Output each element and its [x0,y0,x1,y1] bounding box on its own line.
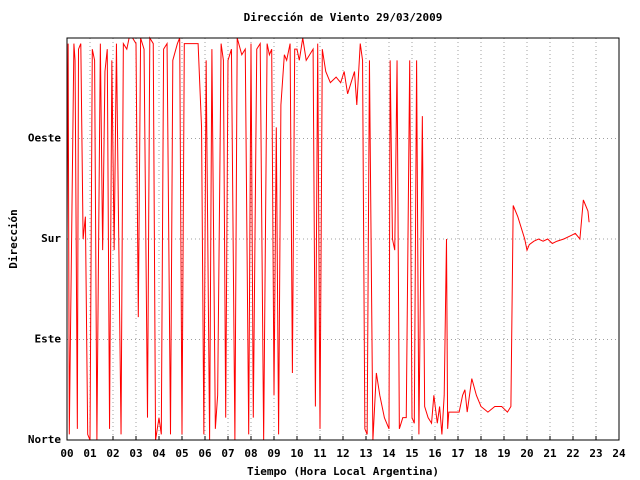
y-tick-label: Oeste [28,132,61,145]
x-tick-label: 23 [589,447,602,460]
x-tick-label: 17 [451,447,464,460]
y-tick-label: Este [35,333,62,346]
x-tick-label: 15 [405,447,418,460]
x-tick-label: 20 [520,447,533,460]
x-tick-label: 05 [175,447,188,460]
x-tick-label: 10 [290,447,303,460]
x-tick-label: 18 [474,447,487,460]
x-tick-label: 19 [497,447,510,460]
x-tick-label: 09 [267,447,280,460]
x-tick-label: 13 [359,447,372,460]
chart-title: Dirección de Viento 29/03/2009 [244,11,443,24]
x-tick-label: 06 [198,447,212,460]
x-tick-label: 16 [428,447,442,460]
x-tick-label: 07 [221,447,234,460]
x-tick-label: 02 [106,447,119,460]
x-tick-label: 12 [336,447,349,460]
plot-frame [66,37,620,441]
x-tick-label: 22 [566,447,579,460]
y-tick-label: Sur [41,232,61,245]
x-tick-label: 21 [543,447,557,460]
x-axis-label: Tiempo (Hora Local Argentina) [247,465,439,478]
data-line [66,36,590,441]
y-axis-label: Dirección [7,209,20,269]
x-tick-label: 04 [152,447,166,460]
y-tick-label: Norte [28,433,61,446]
x-tick-label: 01 [83,447,97,460]
x-tick-label: 14 [382,447,396,460]
x-tick-label: 24 [612,447,626,460]
x-tick-label: 00 [60,447,73,460]
x-tick-label: 08 [244,447,257,460]
x-tick-label: 03 [129,447,142,460]
x-tick-label: 11 [313,447,327,460]
